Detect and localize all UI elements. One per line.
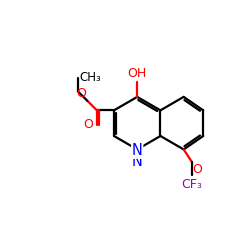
Text: OH: OH <box>128 67 147 80</box>
Text: N: N <box>132 154 143 169</box>
Text: N: N <box>132 143 143 158</box>
Text: CF₃: CF₃ <box>181 178 202 190</box>
Text: O: O <box>76 87 86 100</box>
Text: O: O <box>192 163 202 176</box>
Text: O: O <box>83 118 93 132</box>
Text: CH₃: CH₃ <box>80 72 102 85</box>
